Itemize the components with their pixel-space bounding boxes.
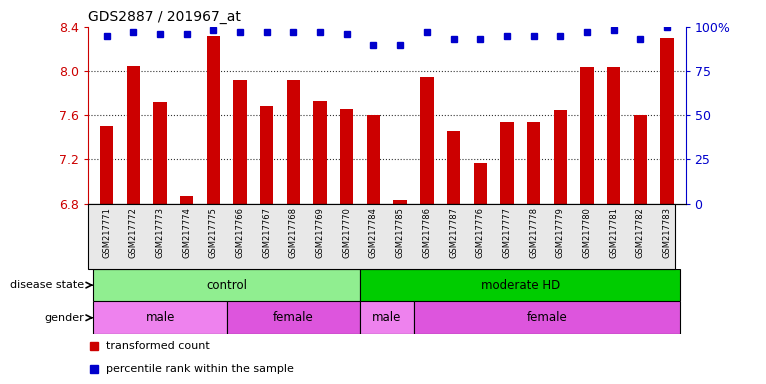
Bar [234, 80, 247, 204]
Bar [421, 76, 434, 204]
Text: GSM217767: GSM217767 [262, 207, 271, 258]
Bar [93, 301, 227, 334]
Bar [660, 38, 673, 204]
Bar [126, 66, 140, 204]
Text: female: female [273, 311, 314, 324]
Bar [554, 110, 567, 204]
Bar [260, 106, 273, 204]
Text: transformed count: transformed count [106, 341, 210, 351]
Bar [227, 301, 360, 334]
Text: GSM217786: GSM217786 [422, 207, 431, 258]
Text: GSM217766: GSM217766 [236, 207, 244, 258]
Text: GSM217779: GSM217779 [555, 207, 565, 258]
Text: GSM217785: GSM217785 [396, 207, 404, 258]
Text: GSM217783: GSM217783 [663, 207, 671, 258]
Bar [527, 122, 540, 204]
Text: GSM217769: GSM217769 [316, 207, 325, 258]
Bar [340, 109, 353, 204]
Text: GSM217768: GSM217768 [289, 207, 298, 258]
Bar [394, 200, 407, 204]
Text: GDS2887 / 201967_at: GDS2887 / 201967_at [88, 10, 241, 25]
Text: GSM217784: GSM217784 [369, 207, 378, 258]
Bar [100, 126, 113, 204]
Text: GSM217787: GSM217787 [449, 207, 458, 258]
Text: GSM217781: GSM217781 [609, 207, 618, 258]
Text: moderate HD: moderate HD [480, 279, 560, 291]
Text: GSM217770: GSM217770 [342, 207, 352, 258]
Bar [286, 80, 300, 204]
Text: GSM217782: GSM217782 [636, 207, 645, 258]
Text: GSM217778: GSM217778 [529, 207, 538, 258]
Text: GSM217773: GSM217773 [155, 207, 165, 258]
Bar [153, 102, 167, 204]
Text: percentile rank within the sample: percentile rank within the sample [106, 364, 294, 374]
Bar [633, 115, 647, 204]
Text: GSM217780: GSM217780 [582, 207, 591, 258]
Text: GSM217776: GSM217776 [476, 207, 485, 258]
Bar [473, 163, 487, 204]
Bar [580, 67, 594, 204]
Bar [607, 67, 620, 204]
Bar [414, 301, 680, 334]
Bar [360, 269, 680, 301]
Text: gender: gender [44, 313, 84, 323]
Bar [367, 115, 380, 204]
Text: GSM217772: GSM217772 [129, 207, 138, 258]
Bar [447, 131, 460, 204]
Bar [313, 101, 327, 204]
Text: GSM217771: GSM217771 [103, 207, 111, 258]
Bar [180, 196, 194, 204]
Bar [360, 301, 414, 334]
Text: disease state: disease state [10, 280, 84, 290]
Bar [500, 122, 513, 204]
Text: GSM217775: GSM217775 [209, 207, 218, 258]
Bar [207, 36, 220, 204]
Text: male: male [372, 311, 401, 324]
Text: GSM217777: GSM217777 [502, 207, 512, 258]
Text: GSM217774: GSM217774 [182, 207, 192, 258]
Bar [93, 269, 360, 301]
Text: female: female [526, 311, 568, 324]
Text: control: control [206, 279, 247, 291]
Text: male: male [146, 311, 175, 324]
